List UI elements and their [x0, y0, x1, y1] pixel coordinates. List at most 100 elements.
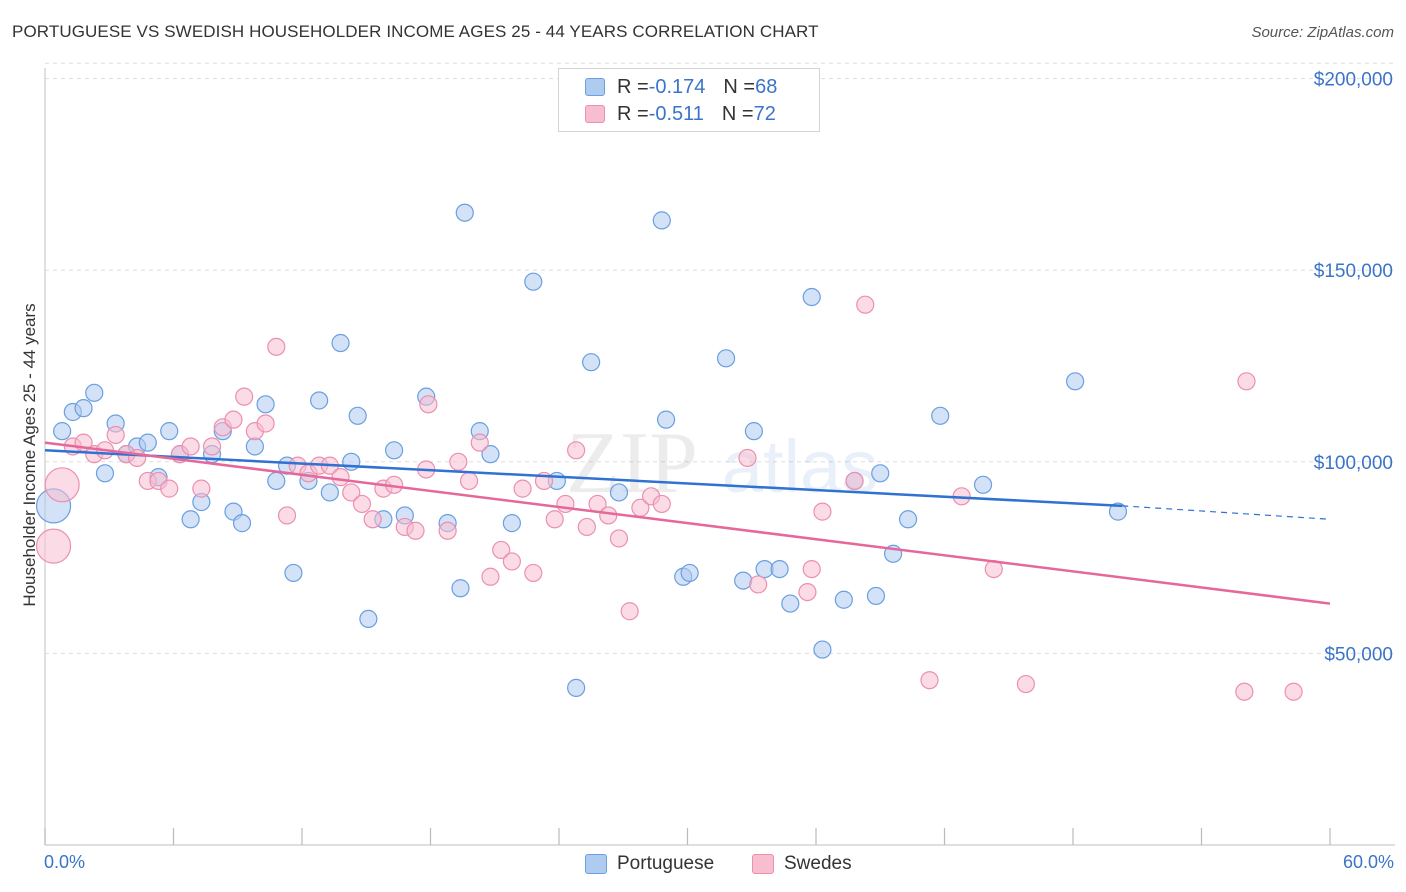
- portuguese-point: [160, 422, 179, 441]
- chart-title: PORTUGUESE VS SWEDISH HOUSEHOLDER INCOME…: [12, 22, 819, 41]
- legend-label-portuguese: Portuguese: [617, 853, 715, 874]
- swedes-point: [609, 529, 629, 548]
- swedes-point: [481, 567, 500, 586]
- n-label: N =: [723, 75, 756, 98]
- swedes-point: [920, 671, 939, 690]
- portuguese-point: [716, 349, 736, 368]
- portuguese-point: [455, 203, 474, 222]
- portuguese-point: [342, 452, 361, 471]
- portuguese-legend-swatch: [585, 854, 607, 874]
- swedes-point: [331, 468, 350, 487]
- swedes-points: [35, 295, 1303, 701]
- swedes-point: [267, 337, 286, 356]
- portuguese-point: [85, 383, 104, 402]
- portuguese-point: [95, 464, 115, 483]
- y-tick-labels: $50,000 $100,000 $150,000 $200,000: [1314, 70, 1393, 666]
- portuguese-point: [74, 399, 93, 418]
- watermark-zip: ZIP: [566, 415, 698, 512]
- portuguese-point: [267, 471, 286, 491]
- portuguese-point: [866, 586, 886, 606]
- swedes-point: [406, 521, 425, 540]
- swedes-point: [342, 483, 361, 502]
- swedes-point: [256, 414, 275, 433]
- swedes-point: [192, 479, 211, 498]
- portuguese-point: [138, 433, 157, 452]
- swedes-point: [845, 471, 864, 491]
- portuguese-point: [609, 483, 629, 502]
- portuguese-point: [359, 609, 378, 629]
- portuguese-point: [898, 510, 918, 529]
- r-value: -0.511: [648, 102, 704, 125]
- portuguese-swatch: [585, 78, 605, 96]
- portuguese-point: [802, 287, 821, 307]
- portuguese-point: [781, 594, 800, 613]
- portuguese-point: [744, 422, 763, 441]
- portuguese-point: [331, 333, 350, 353]
- swedes-point: [235, 387, 254, 406]
- swedes-point: [160, 479, 179, 498]
- portuguese-point: [310, 391, 329, 410]
- portuguese-point: [53, 422, 72, 441]
- portuguese-point: [973, 475, 993, 494]
- r-label: R =: [617, 75, 649, 98]
- portuguese-point: [284, 563, 303, 583]
- portuguese-trend-extension: [1122, 505, 1331, 520]
- swedes-point: [545, 510, 564, 529]
- portuguese-point: [481, 445, 500, 464]
- swedes-point: [513, 479, 532, 498]
- n-value: 68: [755, 75, 778, 98]
- stats-legend: R = -0.174 N = 68 R = -0.511 N = 72: [558, 68, 820, 132]
- swedes-point: [813, 502, 832, 521]
- portuguese-point: [181, 510, 200, 529]
- swedes-point: [1235, 682, 1254, 701]
- swedes-point: [224, 410, 243, 429]
- swedes-point: [352, 494, 372, 514]
- portuguese-point: [582, 353, 601, 372]
- swedes-point: [599, 506, 618, 525]
- swedes-point: [470, 433, 489, 452]
- portuguese-point: [871, 464, 890, 483]
- portuguese-point: [232, 514, 252, 533]
- swedes-point: [106, 425, 125, 445]
- portuguese-point: [320, 483, 339, 502]
- y-tick-label: $200,000: [1314, 70, 1393, 91]
- swedes-point: [277, 506, 297, 525]
- swedes-point: [363, 510, 382, 529]
- swedes-point: [856, 295, 875, 314]
- y-tick-label: $150,000: [1314, 261, 1393, 282]
- swedes-point: [1016, 674, 1035, 694]
- swedes-point: [556, 494, 575, 514]
- portuguese-point: [770, 559, 789, 579]
- swedes-point: [419, 395, 438, 414]
- stats-row-swedes: R = -0.511 N = 72: [585, 101, 776, 127]
- swedes-point: [449, 452, 468, 471]
- portuguese-point: [656, 410, 676, 429]
- swedes-point: [459, 471, 479, 491]
- swedes-point: [577, 517, 596, 537]
- swedes-trend-line: [44, 441, 1331, 605]
- swedes-point: [181, 437, 200, 456]
- portuguese-point: [680, 563, 699, 583]
- portuguese-point: [384, 441, 404, 460]
- portuguese-point: [451, 579, 470, 598]
- portuguese-point: [813, 640, 832, 659]
- portuguese-point: [256, 395, 275, 414]
- swedes-point: [749, 575, 768, 594]
- portuguese-point: [1066, 372, 1085, 391]
- swedes-point: [524, 563, 543, 583]
- x-tick-label-min: 0.0%: [44, 852, 86, 872]
- trend-lines: [44, 441, 1331, 605]
- portuguese-point: [502, 514, 521, 533]
- portuguese-point: [734, 571, 753, 590]
- swedes-point: [620, 602, 639, 621]
- swedes-point: [502, 552, 521, 571]
- swedes-legend-swatch: [752, 854, 774, 874]
- swedes-point: [802, 559, 821, 579]
- portuguese-trend-line: [44, 449, 1123, 508]
- x-tick-label-max: 60.0%: [1342, 852, 1394, 872]
- legend-item-portuguese: Portuguese: [585, 852, 714, 876]
- portuguese-point: [931, 406, 950, 425]
- swedes-point: [1284, 682, 1303, 701]
- axes: [44, 68, 1395, 846]
